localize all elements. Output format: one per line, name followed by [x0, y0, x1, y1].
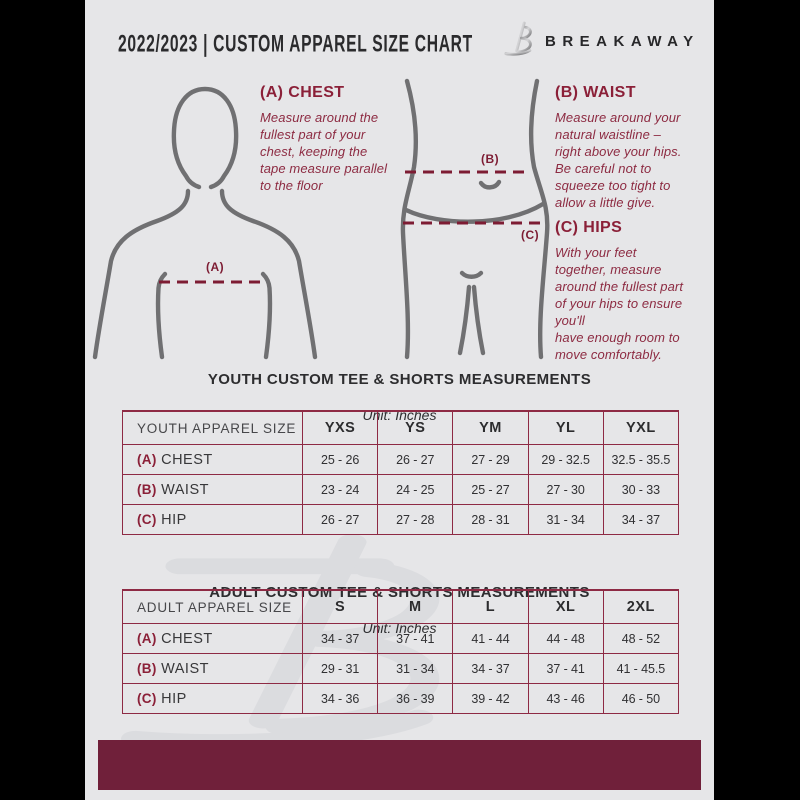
hips-guide: (C) HIPS With your feet together, measur… — [555, 219, 713, 363]
page-title: 2022/2023 | CUSTOM APPAREL SIZE CHART — [118, 29, 473, 57]
row-marker: (A) — [137, 451, 157, 467]
measurement-cell: 31 - 34 — [377, 653, 454, 684]
chest-guide-text: Measure around the fullest part of your … — [260, 110, 388, 193]
measurement-cell: 25 - 27 — [452, 474, 529, 505]
youth-size-yxs: YXS — [301, 410, 379, 445]
row-marker: (A) — [137, 630, 157, 646]
measurement-cell: 43 - 46 — [527, 683, 604, 714]
row-marker: (B) — [137, 660, 157, 676]
measurement-cell: 23 - 24 — [301, 474, 379, 505]
row-label: HIP — [161, 690, 187, 707]
youth-size-column-header: YOUTH APPAREL SIZE — [122, 410, 303, 445]
youth-size-ym: YM — [452, 410, 529, 445]
adult-size-2xl: 2XL — [602, 589, 679, 624]
brand-name: BREAKAWAY — [545, 33, 700, 50]
measurement-cell: 37 - 41 — [527, 653, 604, 684]
youth-size-yxl: YXL — [602, 410, 679, 445]
measurement-cell: 41 - 44 — [452, 623, 529, 654]
measurement-cell: 44 - 48 — [527, 623, 604, 654]
adult-header-row: ADULT APPAREL SIZE S M L XL 2XL — [122, 589, 679, 624]
footer-accent-bar — [98, 740, 701, 790]
row-marker: (B) — [137, 481, 157, 497]
adult-size-column-header: ADULT APPAREL SIZE — [122, 589, 303, 624]
hips-guide-heading: (C) HIPS — [555, 219, 623, 236]
breakaway-ribbon-b-logo-icon — [504, 21, 532, 56]
measurement-cell: 26 - 27 — [301, 504, 379, 535]
waist-marker-label: (B) — [481, 152, 500, 166]
youth-size-table: YOUTH APPAREL SIZE YXS YS YM YL YXL (A) … — [122, 410, 679, 535]
table-row-youth-hip: (C) HIP 26 - 27 27 - 28 28 - 31 31 - 34 … — [122, 504, 679, 535]
table-row-adult-waist: (B) WAIST 29 - 31 31 - 34 34 - 37 37 - 4… — [122, 653, 679, 684]
row-label: HIP — [161, 511, 187, 528]
waist-guide-heading: (B) WAIST — [555, 84, 636, 101]
measurement-cell: 26 - 27 — [377, 444, 454, 475]
adult-size-xl: XL — [527, 589, 604, 624]
measurement-cell: 31 - 34 — [527, 504, 604, 535]
measurement-cell: 48 - 52 — [602, 623, 679, 654]
measurement-cell: 27 - 30 — [527, 474, 604, 505]
row-label: CHEST — [161, 630, 213, 647]
measurement-cell: 39 - 42 — [452, 683, 529, 714]
youth-section-title: YOUTH CUSTOM TEE & SHORTS MEASUREMENTS — [207, 371, 592, 388]
measurement-cell: 34 - 36 — [301, 683, 379, 714]
measurement-cell: 32.5 - 35.5 — [602, 444, 679, 475]
row-label: WAIST — [161, 660, 209, 677]
measurement-cell: 29 - 31 — [301, 653, 379, 684]
table-row-adult-chest: (A) CHEST 34 - 37 37 - 41 41 - 44 44 - 4… — [122, 623, 679, 654]
measurement-cell: 24 - 25 — [377, 474, 454, 505]
hips-guide-text: With your feet together, measure around … — [555, 245, 684, 362]
adult-size-m: M — [377, 589, 454, 624]
measurement-diagrams — [92, 78, 550, 360]
row-marker: (C) — [137, 690, 157, 706]
document-page: 2022/2023 | CUSTOM APPAREL SIZE CHART BR… — [85, 0, 714, 800]
measurement-cell: 28 - 31 — [452, 504, 529, 535]
youth-header-row: YOUTH APPAREL SIZE YXS YS YM YL YXL — [122, 410, 679, 445]
adult-size-l: L — [452, 589, 529, 624]
upper-body-silhouette — [92, 86, 318, 360]
row-label: WAIST — [161, 481, 209, 498]
youth-size-ys: YS — [377, 410, 454, 445]
table-row-adult-hip: (C) HIP 34 - 36 36 - 39 39 - 42 43 - 46 … — [122, 683, 679, 714]
table-row-youth-waist: (B) WAIST 23 - 24 24 - 25 25 - 27 27 - 3… — [122, 474, 679, 505]
measurement-cell: 41 - 45.5 — [602, 653, 679, 684]
waist-guide: (B) WAIST Measure around your natural wa… — [555, 84, 713, 211]
row-marker: (C) — [137, 511, 157, 527]
measurement-cell: 34 - 37 — [452, 653, 529, 684]
measurement-cell: 36 - 39 — [377, 683, 454, 714]
measurement-cell: 34 - 37 — [602, 504, 679, 535]
row-label: CHEST — [161, 451, 213, 468]
table-row-youth-chest: (A) CHEST 25 - 26 26 - 27 27 - 29 29 - 3… — [122, 444, 679, 475]
waist-guide-text: Measure around your natural waistline – … — [555, 110, 682, 210]
measurement-cell: 25 - 26 — [301, 444, 379, 475]
chest-marker-label: (A) — [206, 260, 225, 274]
measurement-cell: 30 - 33 — [602, 474, 679, 505]
adult-size-s: S — [301, 589, 379, 624]
measurement-cell: 37 - 41 — [377, 623, 454, 654]
measurement-cell: 34 - 37 — [301, 623, 379, 654]
chest-guide: (A) CHEST Measure around the fullest par… — [260, 84, 418, 194]
measurement-cell: 27 - 28 — [377, 504, 454, 535]
chest-guide-heading: (A) CHEST — [260, 84, 345, 101]
youth-size-yl: YL — [527, 410, 604, 445]
measurement-cell: 46 - 50 — [602, 683, 679, 714]
measurement-cell: 27 - 29 — [452, 444, 529, 475]
hips-marker-label: (C) — [521, 228, 540, 242]
measurement-cell: 29 - 32.5 — [527, 444, 604, 475]
lower-body-silhouette — [400, 78, 550, 360]
adult-size-table: ADULT APPAREL SIZE S M L XL 2XL (A) CHES… — [122, 589, 679, 714]
